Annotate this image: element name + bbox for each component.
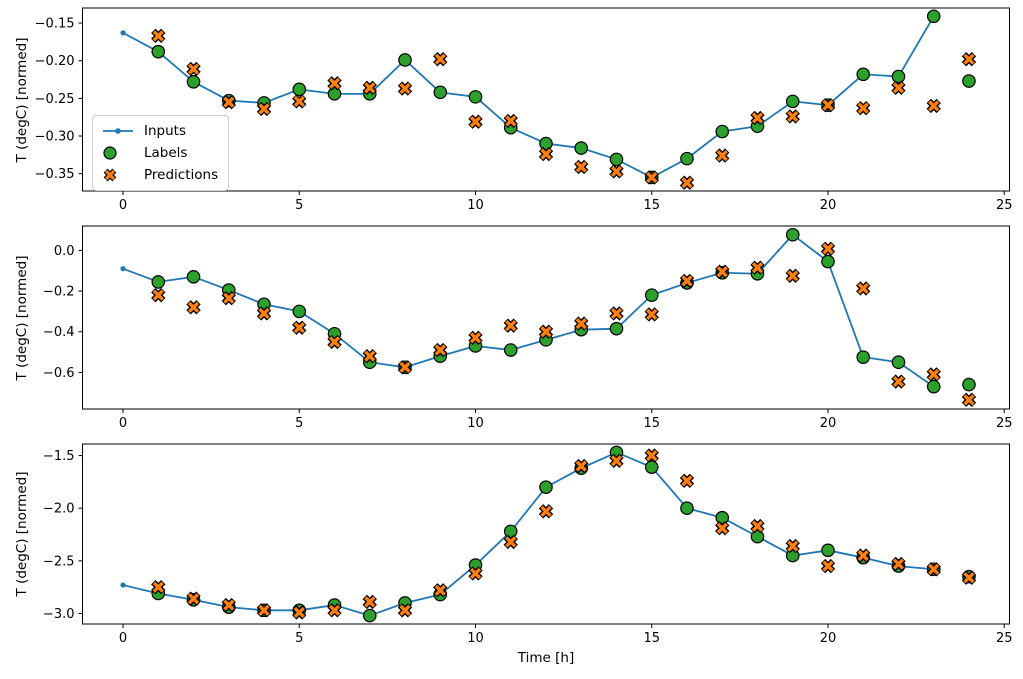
svg-text:15: 15	[643, 198, 660, 213]
svg-text:15: 15	[643, 416, 660, 431]
labels-circle-icon	[101, 145, 135, 161]
svg-text:−0.35: −0.35	[35, 167, 75, 182]
svg-text:10: 10	[467, 198, 484, 213]
svg-text:25: 25	[996, 631, 1013, 646]
svg-text:20: 20	[820, 416, 837, 431]
svg-text:20: 20	[820, 631, 837, 646]
svg-text:−2.5: −2.5	[43, 554, 75, 569]
y-axis-label-top: T (degC) [normed]	[14, 37, 30, 163]
svg-text:0: 0	[119, 198, 127, 213]
svg-text:10: 10	[467, 631, 484, 646]
svg-text:0: 0	[119, 416, 127, 431]
legend-label-inputs: Inputs	[144, 123, 186, 139]
svg-text:5: 5	[295, 416, 303, 431]
svg-text:25: 25	[996, 416, 1013, 431]
svg-text:−0.4: −0.4	[43, 325, 75, 340]
x-axis-label: Time [h]	[517, 650, 575, 666]
svg-text:5: 5	[295, 198, 303, 213]
inputs-line-icon	[101, 123, 135, 139]
svg-text:−0.20: −0.20	[35, 54, 75, 69]
svg-text:20: 20	[820, 198, 837, 213]
svg-text:−0.30: −0.30	[35, 130, 75, 145]
legend-item-predictions: Predictions	[101, 166, 218, 184]
svg-text:−0.2: −0.2	[43, 285, 75, 300]
legend: Inputs Labels Predictions	[92, 115, 230, 191]
svg-text:−3.0: −3.0	[43, 607, 75, 622]
svg-text:15: 15	[643, 631, 660, 646]
legend-item-inputs: Inputs	[101, 122, 218, 140]
svg-text:−2.0: −2.0	[43, 502, 75, 517]
y-axis-label-middle: T (degC) [normed]	[14, 255, 30, 381]
svg-text:25: 25	[996, 198, 1013, 213]
svg-text:−1.5: −1.5	[43, 449, 75, 464]
svg-text:−0.15: −0.15	[35, 17, 75, 32]
predictions-x-icon	[101, 167, 135, 183]
svg-text:−0.6: −0.6	[43, 366, 75, 381]
legend-label-predictions: Predictions	[144, 167, 219, 183]
svg-text:5: 5	[295, 631, 303, 646]
svg-text:0: 0	[119, 631, 127, 646]
svg-text:0.0: 0.0	[54, 244, 75, 259]
svg-text:−0.25: −0.25	[35, 92, 75, 107]
svg-text:10: 10	[467, 416, 484, 431]
legend-label-labels: Labels	[144, 145, 188, 161]
legend-item-labels: Labels	[101, 144, 218, 162]
y-axis-label-bottom: T (degC) [normed]	[14, 471, 30, 597]
